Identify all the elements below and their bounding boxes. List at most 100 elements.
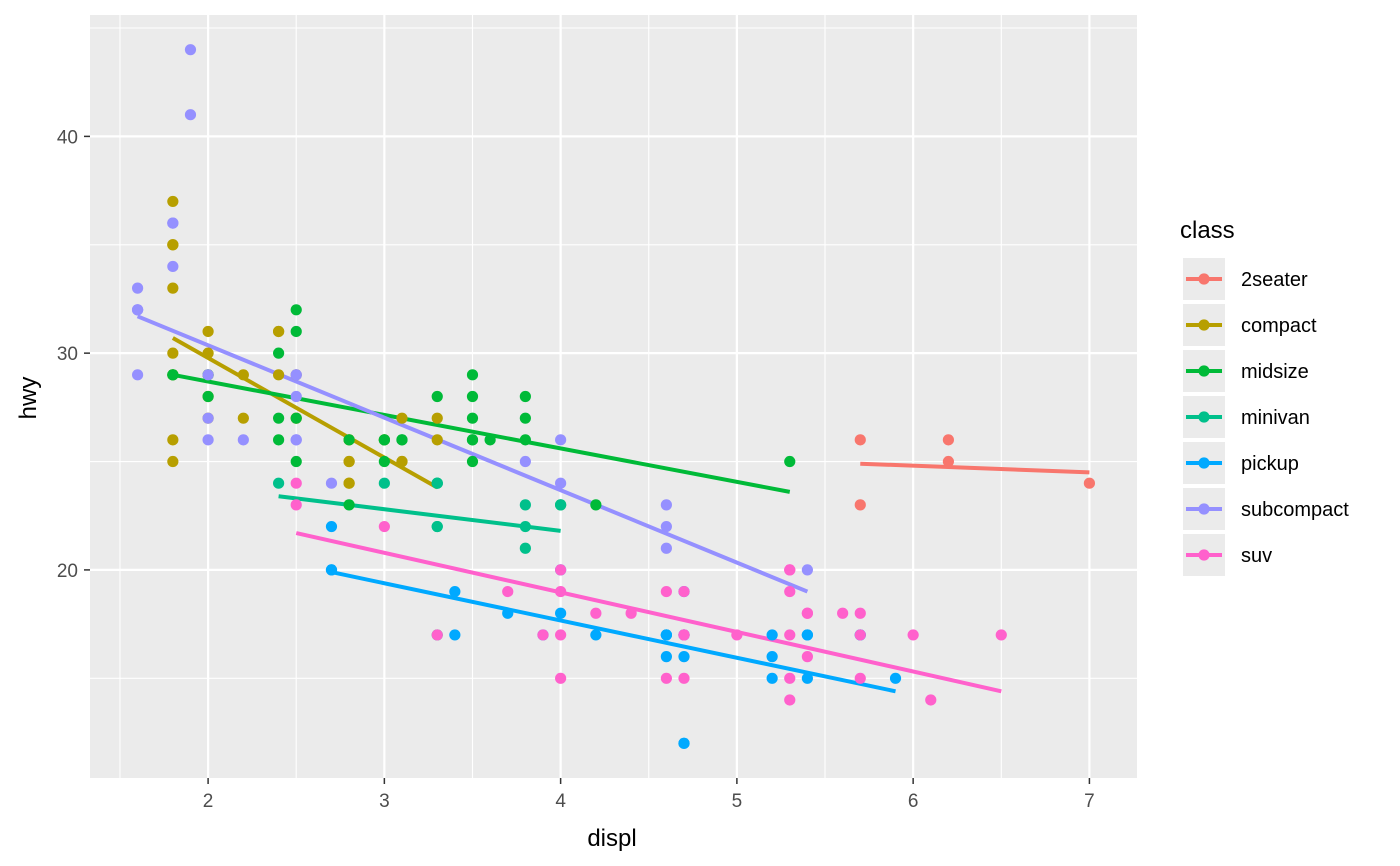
point-subcompact: [519, 455, 531, 468]
fit-lines: [136, 314, 1090, 694]
legend-key-point: [1198, 503, 1210, 515]
point-suv: [907, 629, 919, 641]
point-midsize: [290, 325, 302, 338]
point-midsize: [466, 369, 479, 381]
point-suv: [502, 585, 514, 598]
point-suv: [801, 651, 813, 663]
y-tick-label: 20: [57, 561, 78, 582]
point-pickup: [660, 651, 672, 663]
point-subcompact: [660, 499, 672, 511]
point-pickup: [678, 737, 690, 749]
point-midsize: [273, 347, 285, 359]
point-midsize: [484, 434, 496, 446]
point-minivan: [555, 499, 567, 511]
point-suv: [995, 629, 1007, 641]
point-suv: [555, 629, 567, 641]
legend-item-pickup: pickup: [1183, 442, 1299, 484]
point-midsize: [343, 434, 355, 446]
point-midsize: [396, 434, 408, 446]
legend-label: subcompact: [1241, 499, 1349, 521]
point-compact: [167, 239, 179, 251]
y-tick-label: 40: [57, 127, 78, 148]
x-tick-label: 5: [732, 791, 743, 812]
point-compact: [396, 412, 408, 424]
point-pickup: [449, 585, 461, 598]
point-suv: [660, 672, 672, 684]
point-suv: [660, 585, 672, 598]
point-suv: [784, 629, 796, 641]
point-2seater: [942, 455, 954, 468]
point-midsize: [519, 390, 531, 403]
point-minivan: [519, 520, 531, 533]
point-midsize: [167, 369, 179, 381]
y-axis: 20 30 40: [57, 127, 90, 582]
point-compact: [396, 455, 408, 468]
point-suv: [555, 564, 567, 576]
legend-key-point: [1198, 549, 1210, 561]
point-suv: [678, 672, 690, 684]
point-suv: [837, 607, 849, 619]
point-suv: [925, 694, 937, 706]
point-compact: [273, 325, 285, 338]
point-minivan: [431, 477, 443, 489]
legend-key-point: [1198, 319, 1210, 331]
x-tick-label: 6: [908, 791, 919, 812]
point-suv: [590, 607, 602, 619]
fit-line-minivan: [278, 494, 561, 533]
point-subcompact: [237, 434, 249, 446]
point-midsize: [784, 455, 796, 468]
point-suv: [678, 585, 690, 598]
point-minivan: [519, 542, 531, 554]
point-subcompact: [290, 434, 302, 446]
point-pickup: [678, 651, 690, 663]
point-compact: [167, 282, 179, 294]
legend: class 2seater compact midsize minivan pickup…: [1180, 217, 1349, 576]
point-subcompact: [202, 412, 214, 424]
legend-label: minivan: [1241, 407, 1310, 429]
point-pickup: [449, 629, 461, 641]
legend-item-2seater: 2seater: [1183, 258, 1308, 300]
legend-key-point: [1198, 457, 1210, 469]
point-pickup: [766, 672, 778, 684]
point-midsize: [466, 390, 479, 403]
point-compact: [237, 369, 249, 381]
point-suv: [801, 607, 813, 619]
point-2seater: [942, 434, 954, 446]
point-subcompact: [290, 369, 302, 381]
point-midsize: [466, 455, 479, 468]
point-pickup: [325, 520, 338, 533]
fit-line-suv: [295, 531, 1002, 694]
y-axis-title: hwy: [15, 377, 42, 420]
point-compact: [431, 434, 443, 446]
point-compact: [167, 347, 179, 359]
point-suv: [537, 629, 549, 641]
point-compact: [343, 477, 355, 489]
point-subcompact: [660, 542, 672, 554]
point-midsize: [290, 304, 302, 316]
point-2seater: [854, 499, 866, 511]
point-midsize: [378, 455, 390, 468]
point-suv: [290, 499, 302, 511]
legend-label: suv: [1241, 545, 1272, 567]
plot-panel: [90, 15, 1137, 778]
legend-item-compact: compact: [1183, 304, 1317, 346]
point-pickup: [801, 672, 813, 684]
point-subcompact: [131, 282, 144, 294]
point-subcompact: [290, 390, 302, 403]
point-suv: [678, 629, 690, 641]
point-compact: [431, 412, 443, 424]
point-pickup: [766, 629, 778, 641]
point-midsize: [519, 434, 531, 446]
point-suv: [555, 672, 567, 684]
point-subcompact: [325, 477, 338, 489]
legend-item-minivan: minivan: [1183, 396, 1310, 438]
x-tick-label: 7: [1084, 791, 1095, 812]
point-midsize: [343, 499, 355, 511]
point-suv: [625, 607, 637, 619]
point-subcompact: [131, 369, 144, 381]
point-pickup: [555, 607, 567, 619]
point-suv: [431, 629, 443, 641]
legend-label: compact: [1241, 315, 1317, 337]
point-compact: [167, 195, 179, 208]
fit-line-compact: [171, 336, 439, 490]
